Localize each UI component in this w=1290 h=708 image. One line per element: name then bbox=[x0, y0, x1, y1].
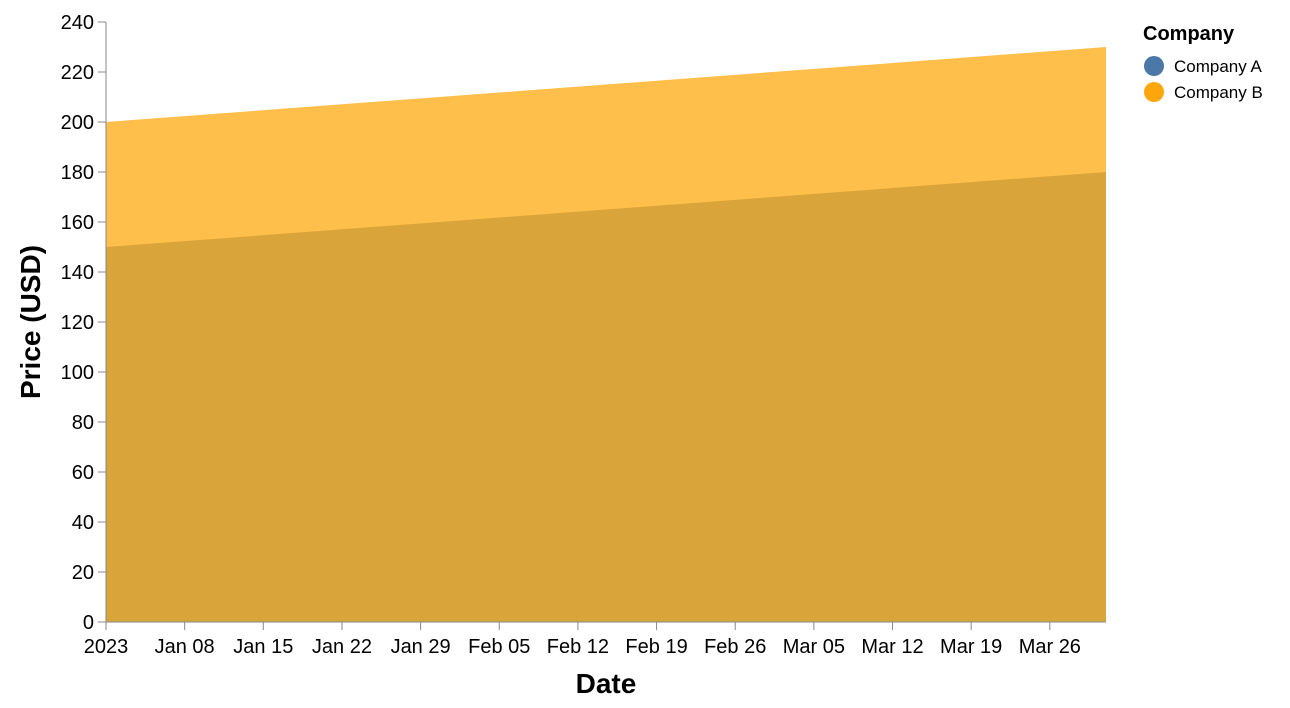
x-tick-label: 2023 bbox=[84, 636, 129, 658]
y-tick-label: 100 bbox=[61, 362, 94, 384]
x-tick-label: Jan 22 bbox=[312, 636, 372, 658]
y-tick-label: 220 bbox=[61, 62, 94, 84]
y-tick-label: 160 bbox=[61, 212, 94, 234]
y-tick-label: 60 bbox=[72, 462, 94, 484]
legend: Company Company A Company B bbox=[1143, 23, 1263, 102]
x-tick-label: Feb 05 bbox=[468, 636, 530, 658]
x-tick-label: Jan 29 bbox=[391, 636, 451, 658]
legend-title: Company bbox=[1143, 23, 1235, 45]
y-tick-label: 140 bbox=[61, 262, 94, 284]
x-tick-label: Mar 12 bbox=[861, 636, 923, 658]
legend-swatch bbox=[1144, 82, 1164, 102]
y-axis-title: Price (USD) bbox=[15, 245, 46, 399]
y-axis: 0 20 40 60 80 100 120 140 160 180 200 220 240 bbox=[61, 12, 107, 634]
x-axis: 2023 Jan 08 Jan 15 Jan 22 Jan 29 Feb 05 Feb 12… bbox=[84, 621, 1106, 658]
legend-swatch bbox=[1144, 56, 1164, 76]
legend-label: Company A bbox=[1174, 57, 1263, 76]
x-tick-label: Jan 15 bbox=[233, 636, 293, 658]
x-tick-label: Feb 19 bbox=[625, 636, 687, 658]
y-tick-label: 40 bbox=[72, 512, 94, 534]
legend-label: Company B bbox=[1174, 83, 1263, 102]
y-tick-label: 20 bbox=[72, 562, 94, 584]
y-tick-label: 80 bbox=[72, 412, 94, 434]
x-tick-label: Mar 26 bbox=[1019, 636, 1081, 658]
y-tick-label: 200 bbox=[61, 112, 94, 134]
x-tick-label: Jan 08 bbox=[155, 636, 215, 658]
y-tick-label: 180 bbox=[61, 162, 94, 184]
y-tick-label: 0 bbox=[83, 612, 94, 634]
y-tick-label: 240 bbox=[61, 12, 94, 34]
area-company-a bbox=[106, 172, 1106, 622]
x-tick-label: Feb 26 bbox=[704, 636, 766, 658]
x-tick-label: Mar 19 bbox=[940, 636, 1002, 658]
x-axis-title: Date bbox=[576, 668, 637, 699]
x-tick-label: Mar 05 bbox=[783, 636, 845, 658]
plot-area bbox=[106, 47, 1106, 622]
x-tick-label: Feb 12 bbox=[547, 636, 609, 658]
y-tick-label: 120 bbox=[61, 312, 94, 334]
